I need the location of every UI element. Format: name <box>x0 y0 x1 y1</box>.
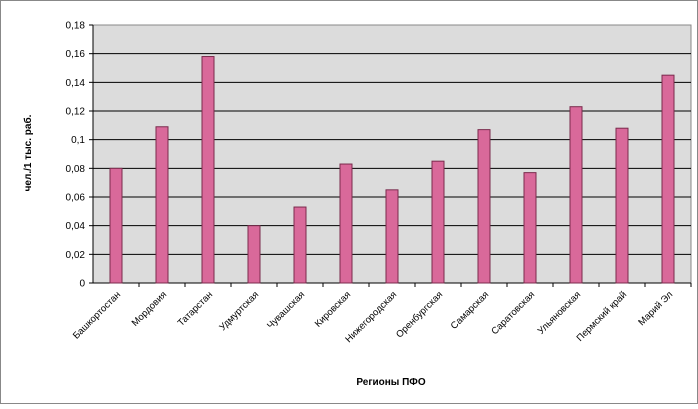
bar <box>339 163 353 284</box>
y-tick-label: 0,02 <box>66 250 86 261</box>
y-tick-label: 0,14 <box>66 78 86 89</box>
bar <box>247 225 261 284</box>
bar <box>293 206 307 284</box>
y-tick-label: 0,06 <box>66 193 86 204</box>
bar <box>201 56 215 284</box>
y-tick-label: 0,04 <box>66 221 86 232</box>
y-tick-label: 0,12 <box>66 107 86 118</box>
bar <box>569 106 583 284</box>
bar <box>385 189 399 284</box>
bar <box>661 74 675 284</box>
y-tick-label: 0,08 <box>66 164 86 175</box>
y-tick-label: 0,1 <box>71 135 85 146</box>
x-axis-label: Регионы ПФО <box>356 377 425 388</box>
bar <box>615 127 629 284</box>
y-tick-label: 0,18 <box>66 21 86 32</box>
bar <box>155 126 169 284</box>
bar <box>477 129 491 284</box>
y-axis-label: чел./1 тыс. раб. <box>22 114 34 191</box>
y-tick-label: 0 <box>79 279 85 290</box>
y-tick-label: 0,16 <box>66 49 86 60</box>
bar <box>431 160 445 284</box>
bar <box>523 172 537 284</box>
bar <box>109 167 123 284</box>
